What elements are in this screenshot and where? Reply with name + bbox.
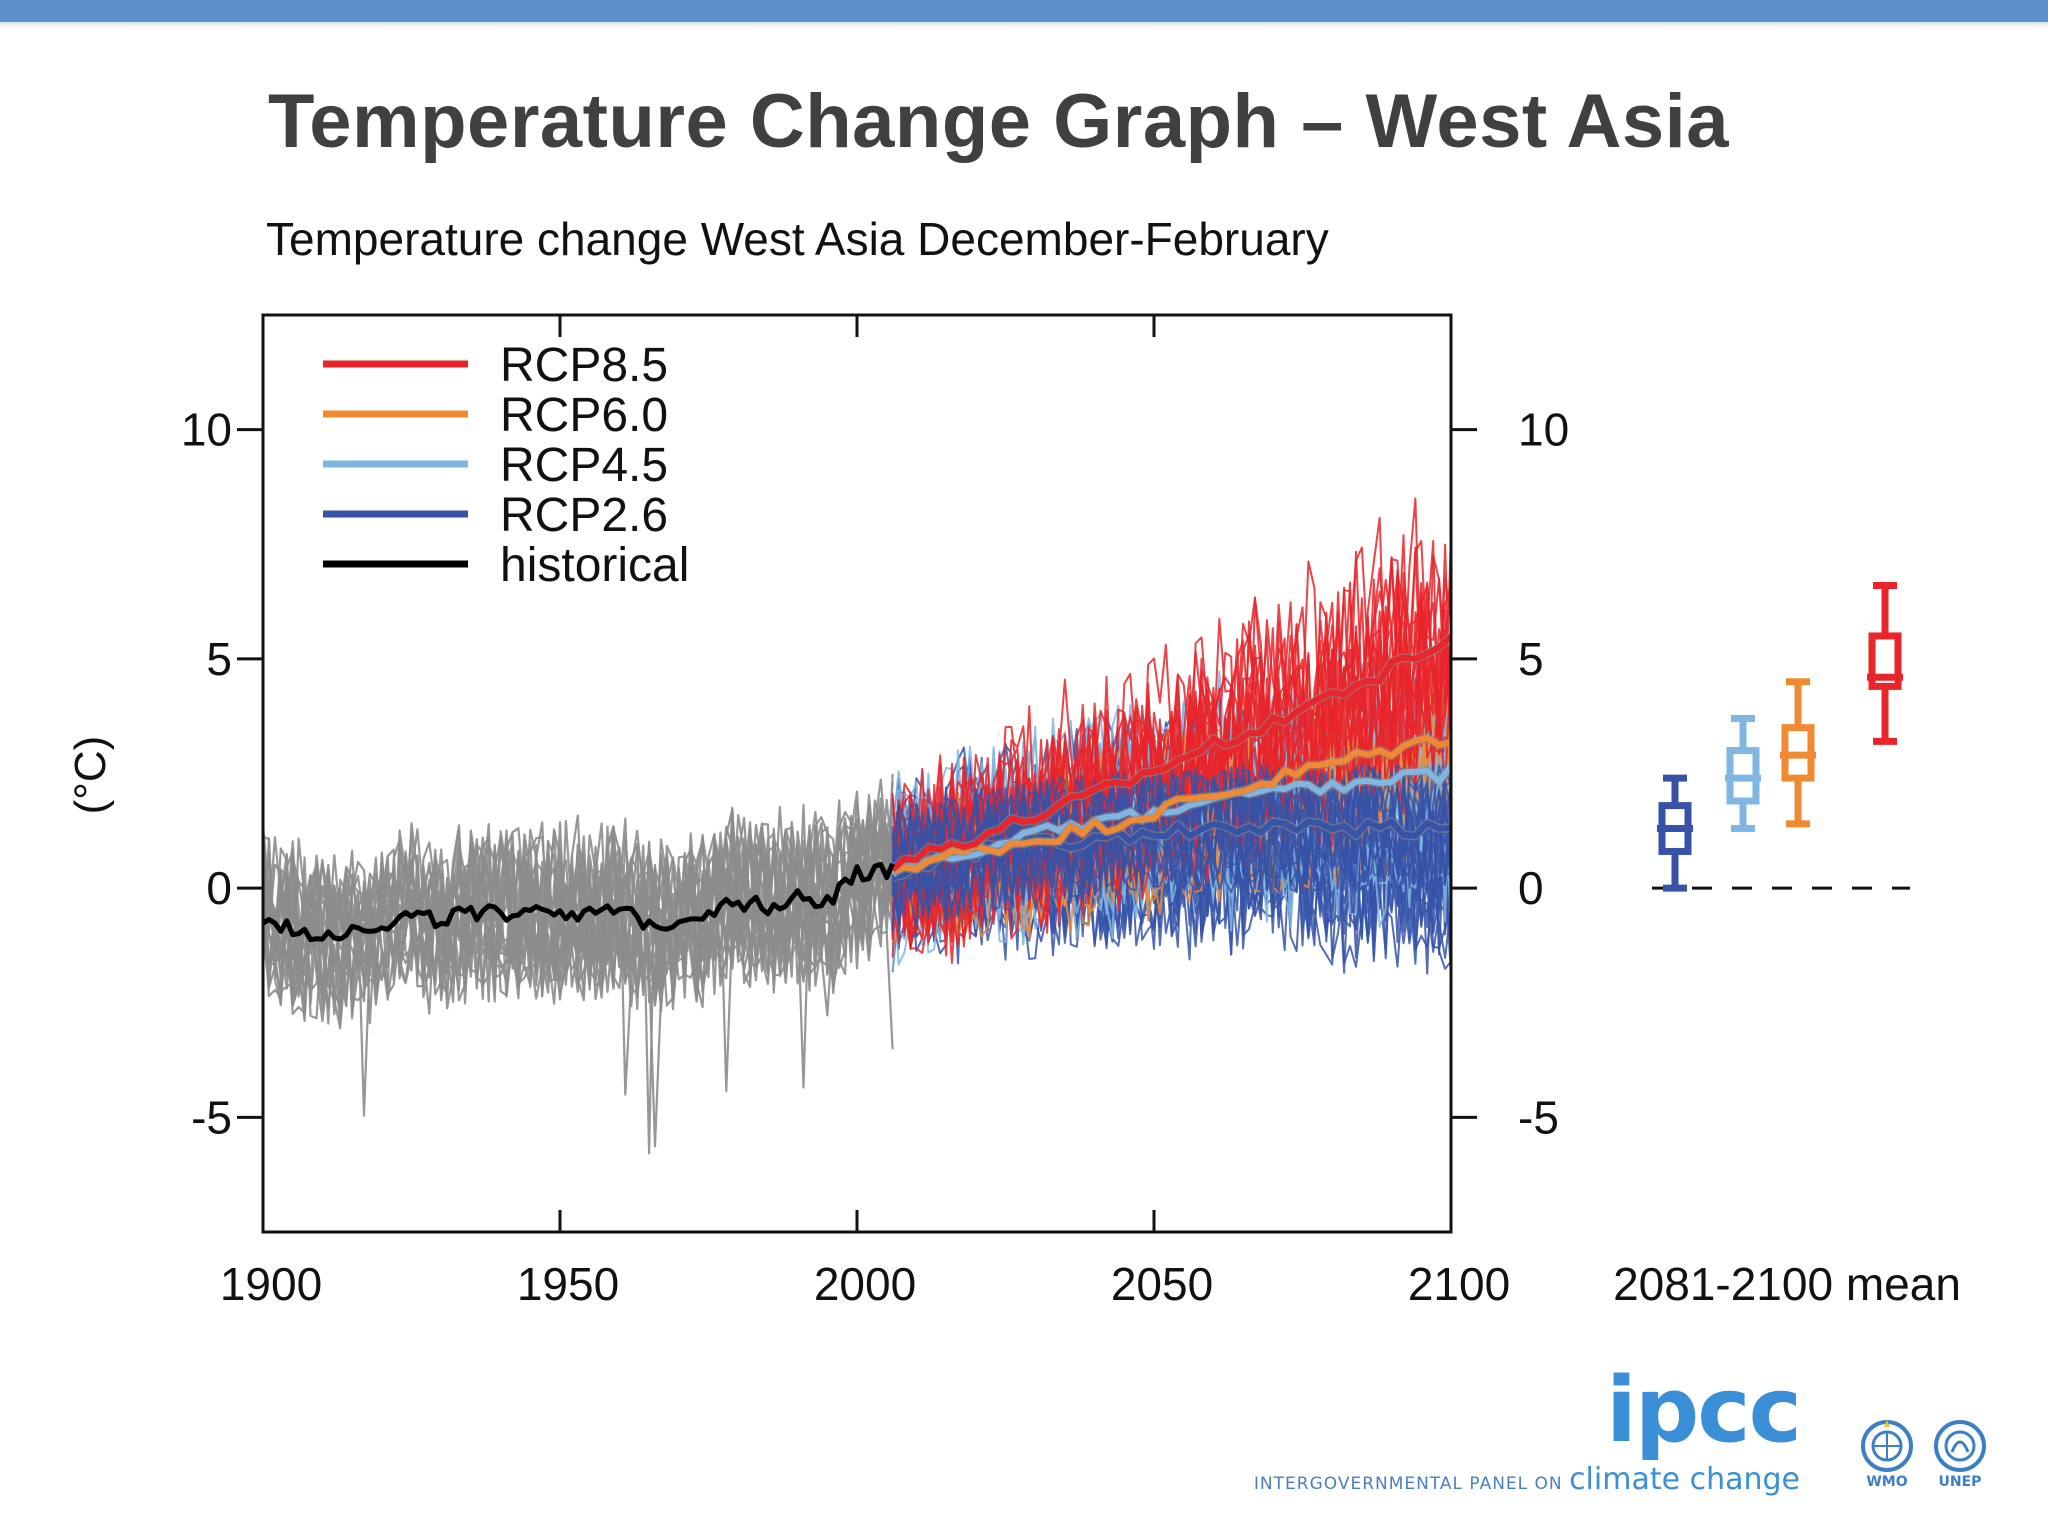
wmo-emblem-icon	[1861, 1420, 1913, 1472]
mean-panel-label: 2081-2100 mean	[1613, 1258, 1961, 1310]
chart-title: Temperature change West Asia December-Fe…	[266, 213, 1329, 265]
rcp26-ensemble-line	[891, 763, 1451, 914]
y-tick-label-left: 0	[206, 862, 232, 914]
rcp85-ensemble-line	[891, 497, 1451, 876]
ipcc-tagline-big: climate change	[1569, 1462, 1800, 1497]
unep-emblem-icon	[1934, 1420, 1986, 1472]
legend-label: RCP8.5	[500, 339, 668, 392]
x-tick-label: 2050	[1111, 1258, 1213, 1310]
x-tick-label: 2000	[814, 1258, 916, 1310]
slide-title: Temperature Change Graph – West Asia	[268, 79, 1729, 164]
rcp85-ensemble-line	[891, 535, 1451, 940]
y-tick-label-right: 5	[1518, 633, 1544, 685]
y-tick-label-right: -5	[1518, 1091, 1559, 1143]
wmo-label: WMO	[1866, 1474, 1908, 1490]
y-tick-label-left: 5	[206, 633, 232, 685]
historical-ensemble-line	[263, 819, 894, 1015]
ipcc-tagline-small: INTERGOVERNMENTAL PANEL ON	[1253, 1474, 1563, 1494]
ipcc-tagline: INTERGOVERNMENTAL PANEL ON climate chang…	[1254, 1462, 1800, 1497]
rcp60-mean-line	[891, 734, 1451, 875]
plot-area	[263, 497, 1451, 1155]
ipcc-logo-block: ipcc INTERGOVERNMENTAL PANEL ON climate …	[1220, 1366, 1820, 1506]
unep-logo: UNEP	[1925, 1418, 1995, 1490]
legend-label: historical	[500, 539, 689, 592]
y-tick-label-right: 0	[1518, 862, 1544, 914]
top-bar	[0, 0, 2048, 22]
y-tick-label-left: 10	[181, 404, 232, 456]
historical-mean-line	[263, 861, 895, 943]
unep-label: UNEP	[1938, 1474, 1982, 1490]
legend-label: RCP4.5	[500, 439, 668, 492]
historical-ensemble-line	[263, 807, 894, 1007]
legend-label: RCP6.0	[500, 389, 668, 442]
top-bar-shadow	[0, 22, 2048, 28]
wmo-logo: WMO	[1852, 1418, 1922, 1490]
y-tick-label-left: -5	[191, 1091, 232, 1143]
y-axis-label: (°C)	[66, 736, 115, 815]
legend-label: RCP2.6	[500, 489, 668, 542]
rcp85-mean-line	[890, 634, 1451, 872]
y-tick-label-right: 10	[1518, 404, 1569, 456]
rcp26-ensemble-line	[891, 769, 1451, 932]
ipcc-logo: ipcc	[1606, 1358, 1802, 1463]
x-tick-label: 2100	[1408, 1258, 1510, 1310]
x-tick-label: 1950	[517, 1258, 619, 1310]
x-tick-label: 1900	[220, 1258, 322, 1310]
historical-ensemble-line	[263, 799, 894, 1050]
historical-ensemble-line	[263, 816, 894, 1025]
